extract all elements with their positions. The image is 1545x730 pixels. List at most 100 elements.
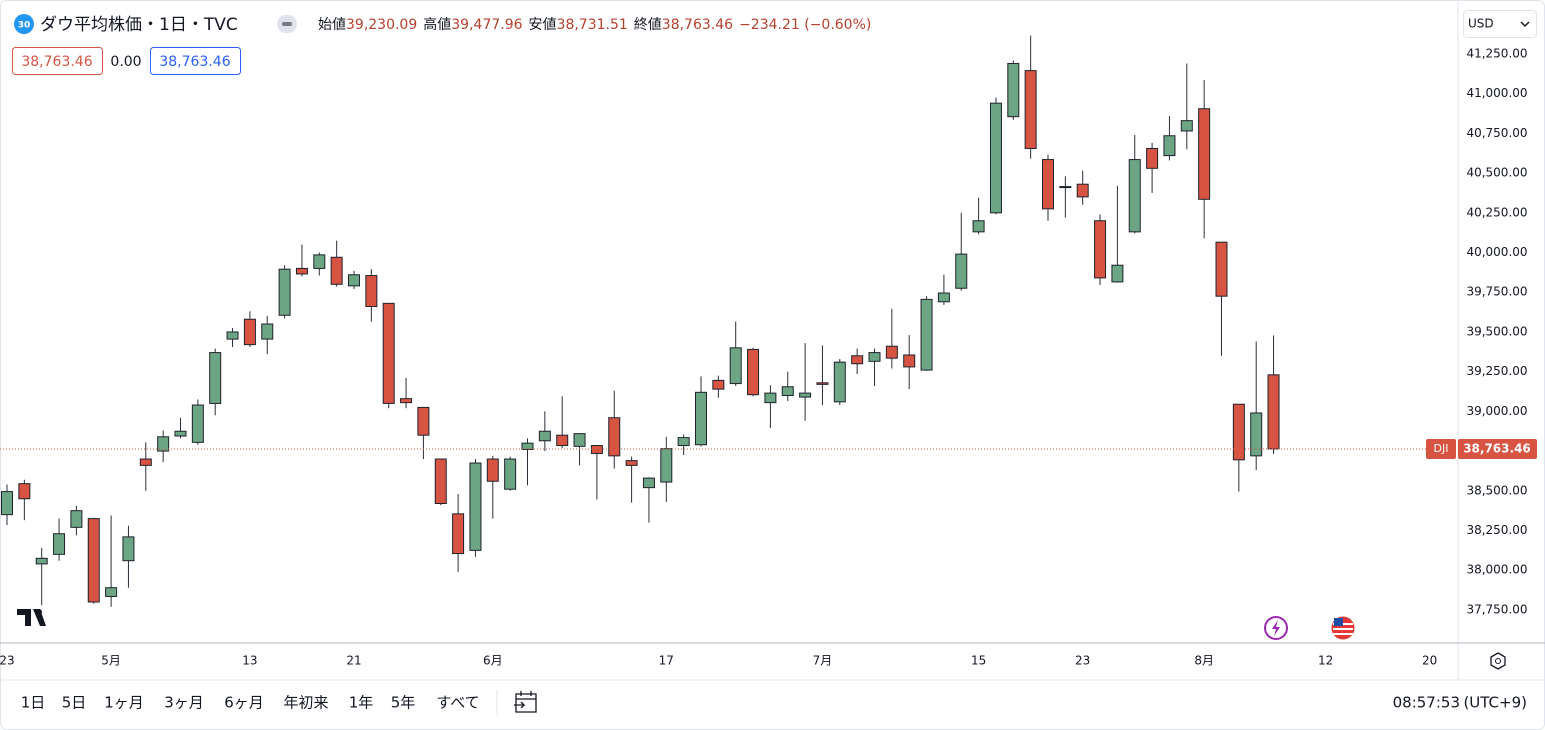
candle-body bbox=[330, 256, 343, 285]
candle-body bbox=[87, 518, 100, 603]
candle-body bbox=[695, 391, 707, 446]
y-tick-label: 40,000.00 bbox=[1466, 245, 1527, 259]
y-tick-label: 39,250.00 bbox=[1466, 364, 1527, 378]
candle-body bbox=[1128, 159, 1141, 233]
candle-body bbox=[1250, 412, 1263, 457]
range-button[interactable]: 1日 bbox=[21, 694, 46, 712]
candle-body bbox=[1163, 135, 1176, 157]
y-tick-label: 40,250.00 bbox=[1466, 205, 1527, 219]
candle-body bbox=[434, 458, 447, 505]
candle-body bbox=[365, 275, 378, 308]
candle-body bbox=[1111, 264, 1124, 283]
candle-body bbox=[642, 477, 655, 489]
timezone[interactable]: (UTC+9) bbox=[1463, 694, 1527, 712]
x-tick-label: 23 bbox=[0, 654, 15, 668]
y-tick-label: 39,000.00 bbox=[1466, 404, 1527, 418]
x-tick-label: 15 bbox=[971, 654, 986, 668]
candle-body bbox=[1024, 70, 1037, 149]
x-tick-label: 5月 bbox=[101, 654, 121, 668]
candle-body bbox=[712, 379, 725, 390]
settings-icon[interactable] bbox=[1490, 652, 1506, 670]
badge-text: 30 bbox=[18, 21, 31, 31]
candle-body bbox=[278, 268, 291, 316]
range-button[interactable]: 年初来 bbox=[283, 694, 328, 712]
candle-body bbox=[122, 536, 135, 562]
candle-body bbox=[209, 352, 222, 404]
toolbar: 1日 5日 1ヶ月 3ヶ月 6ヶ月 年初来 1年 5年 すべて bbox=[21, 694, 480, 712]
candle-body bbox=[538, 430, 551, 442]
collapse-icon bbox=[282, 22, 292, 26]
legend-value: 39,477.96 bbox=[451, 17, 522, 33]
spread: 0.00 bbox=[110, 54, 141, 70]
x-tick-label: 8月 bbox=[1194, 654, 1214, 668]
candle-body bbox=[400, 398, 413, 404]
range-button[interactable]: 1年 bbox=[349, 694, 374, 712]
candle-body bbox=[35, 557, 48, 565]
candle-body bbox=[382, 302, 395, 404]
y-tick-label: 40,500.00 bbox=[1466, 166, 1527, 180]
candle-body bbox=[295, 267, 308, 275]
range-button[interactable]: 1ヶ月 bbox=[104, 694, 144, 712]
legend-value: 38,763.46 bbox=[662, 17, 733, 33]
x-tick-label: 13 bbox=[242, 654, 257, 668]
y-tick-label: 39,750.00 bbox=[1466, 285, 1527, 299]
candle-body bbox=[243, 318, 256, 346]
candle-body bbox=[1180, 120, 1193, 132]
range-button[interactable]: 6ヶ月 bbox=[224, 694, 264, 712]
legend-label: 安値 bbox=[529, 17, 557, 33]
y-tick-label: 40,750.00 bbox=[1466, 126, 1527, 140]
ohlc-legend: 始値39,230.09 高値39,477.96 安値38,731.51 終値38,76… bbox=[318, 16, 871, 33]
sell-price: 38,763.46 bbox=[21, 54, 92, 70]
legend-change: −234.21 (−0.60%) bbox=[739, 17, 871, 33]
currency-dropdown[interactable] bbox=[1463, 10, 1537, 38]
buy-price: 38,763.46 bbox=[159, 54, 230, 70]
candle-body bbox=[1215, 241, 1228, 297]
candle-body bbox=[139, 458, 152, 466]
last-price-label: 38,763.46 bbox=[1463, 441, 1531, 455]
candle-body bbox=[469, 462, 482, 551]
legend-value: 39,230.09 bbox=[346, 17, 417, 33]
flag-canton bbox=[1334, 618, 1343, 626]
range-button[interactable]: 5年 bbox=[391, 694, 416, 712]
candle-body bbox=[937, 292, 950, 303]
goto-date-icon[interactable] bbox=[514, 691, 537, 713]
x-tick-label: 6月 bbox=[483, 654, 503, 668]
y-tick-label: 41,250.00 bbox=[1466, 46, 1527, 60]
candle-body bbox=[1146, 147, 1159, 169]
candle-body bbox=[1059, 186, 1072, 189]
candle-body bbox=[157, 436, 170, 452]
candle-body bbox=[590, 445, 603, 454]
range-button[interactable]: すべて bbox=[436, 694, 479, 712]
candle-body bbox=[1, 491, 13, 516]
candle-body bbox=[191, 404, 204, 443]
legend-text: 始値39,230.09 高値39,477.96 安値38,731.51 終値38,76… bbox=[318, 16, 871, 33]
candle-body bbox=[1007, 62, 1020, 118]
symbol-label: DJI bbox=[1434, 442, 1449, 455]
currency: USD bbox=[1468, 17, 1494, 31]
candle-body bbox=[53, 533, 66, 555]
buy-box[interactable] bbox=[150, 47, 241, 75]
candle-body bbox=[486, 458, 499, 482]
range-button[interactable]: 3ヶ月 bbox=[164, 694, 204, 712]
candle-body bbox=[747, 348, 760, 396]
dropdown-arrow bbox=[1520, 21, 1530, 28]
chart-title: ダウ平均株価・1日・TVC bbox=[40, 15, 238, 35]
candle-body bbox=[972, 220, 985, 233]
bolt bbox=[1272, 620, 1280, 636]
clock: 08:57:53 bbox=[1393, 694, 1460, 712]
x-tick-label: 21 bbox=[346, 654, 361, 668]
candle-body bbox=[1094, 220, 1107, 279]
last-price-tag bbox=[1458, 438, 1537, 459]
logo-dot bbox=[36, 609, 42, 615]
candle-body bbox=[903, 354, 916, 368]
candle-body bbox=[417, 406, 430, 436]
sell-box[interactable] bbox=[12, 47, 103, 75]
candle-body bbox=[18, 483, 31, 500]
symbol-tag bbox=[1426, 438, 1456, 459]
range-button[interactable]: 5日 bbox=[62, 694, 87, 712]
candle-body bbox=[1076, 183, 1089, 198]
candle-body bbox=[677, 437, 690, 447]
y-tick-label: 38,500.00 bbox=[1466, 483, 1527, 497]
candle-body bbox=[452, 513, 465, 555]
